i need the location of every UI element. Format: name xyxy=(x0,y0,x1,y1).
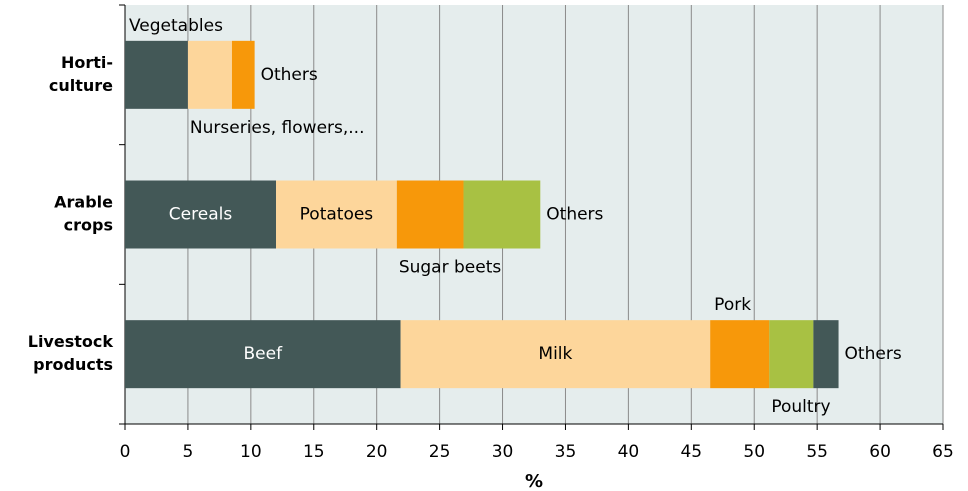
segment-label: Nurseries, flowers,... xyxy=(190,118,365,138)
segment-label: Beef xyxy=(244,344,284,364)
category-label: crops xyxy=(64,216,113,235)
x-tick-label: 10 xyxy=(240,442,262,462)
bar-segment xyxy=(400,320,711,389)
segment-label: Potatoes xyxy=(300,205,374,225)
category-label: products xyxy=(33,355,113,374)
category-label: culture xyxy=(49,76,113,95)
bar-segment xyxy=(276,180,397,249)
category-label: Livestock xyxy=(28,332,114,351)
bar-segment xyxy=(125,180,277,249)
category-label: Horti- xyxy=(61,53,113,72)
x-tick-label: 45 xyxy=(680,442,702,462)
x-tick-label: 50 xyxy=(743,442,765,462)
x-tick-label: 25 xyxy=(429,442,451,462)
x-axis-title: % xyxy=(525,471,543,491)
bar-segment xyxy=(463,180,541,249)
segment-label: Vegetables xyxy=(129,16,223,36)
segment-label: Others xyxy=(845,344,902,364)
x-tick-label: 40 xyxy=(618,442,640,462)
segment-label: Pork xyxy=(714,295,751,315)
x-tick-label: 30 xyxy=(492,442,514,462)
bar-segment xyxy=(125,40,188,109)
x-tick-label: 15 xyxy=(303,442,325,462)
category-label: Arable xyxy=(54,193,113,212)
bar-segment xyxy=(710,320,770,389)
x-tick-label: 20 xyxy=(366,442,388,462)
bar-segment xyxy=(231,40,255,109)
bar-segment xyxy=(769,320,814,389)
segment-label: Poultry xyxy=(771,397,830,417)
bar-segment xyxy=(813,320,839,389)
bar-segment xyxy=(187,40,232,109)
x-tick-label: 0 xyxy=(120,442,131,462)
segment-label: Milk xyxy=(538,344,572,364)
segment-label: Cereals xyxy=(169,205,233,225)
x-tick-label: 55 xyxy=(806,442,828,462)
segment-label: Others xyxy=(546,205,603,225)
segment-label: Others xyxy=(261,65,318,85)
bar-segment xyxy=(125,320,401,389)
bar-segment xyxy=(396,180,464,249)
x-tick-label: 60 xyxy=(869,442,891,462)
x-tick-label: 35 xyxy=(555,442,577,462)
x-tick-label: 65 xyxy=(932,442,954,462)
segment-label: Sugar beets xyxy=(399,258,502,278)
x-tick-label: 5 xyxy=(183,442,194,462)
